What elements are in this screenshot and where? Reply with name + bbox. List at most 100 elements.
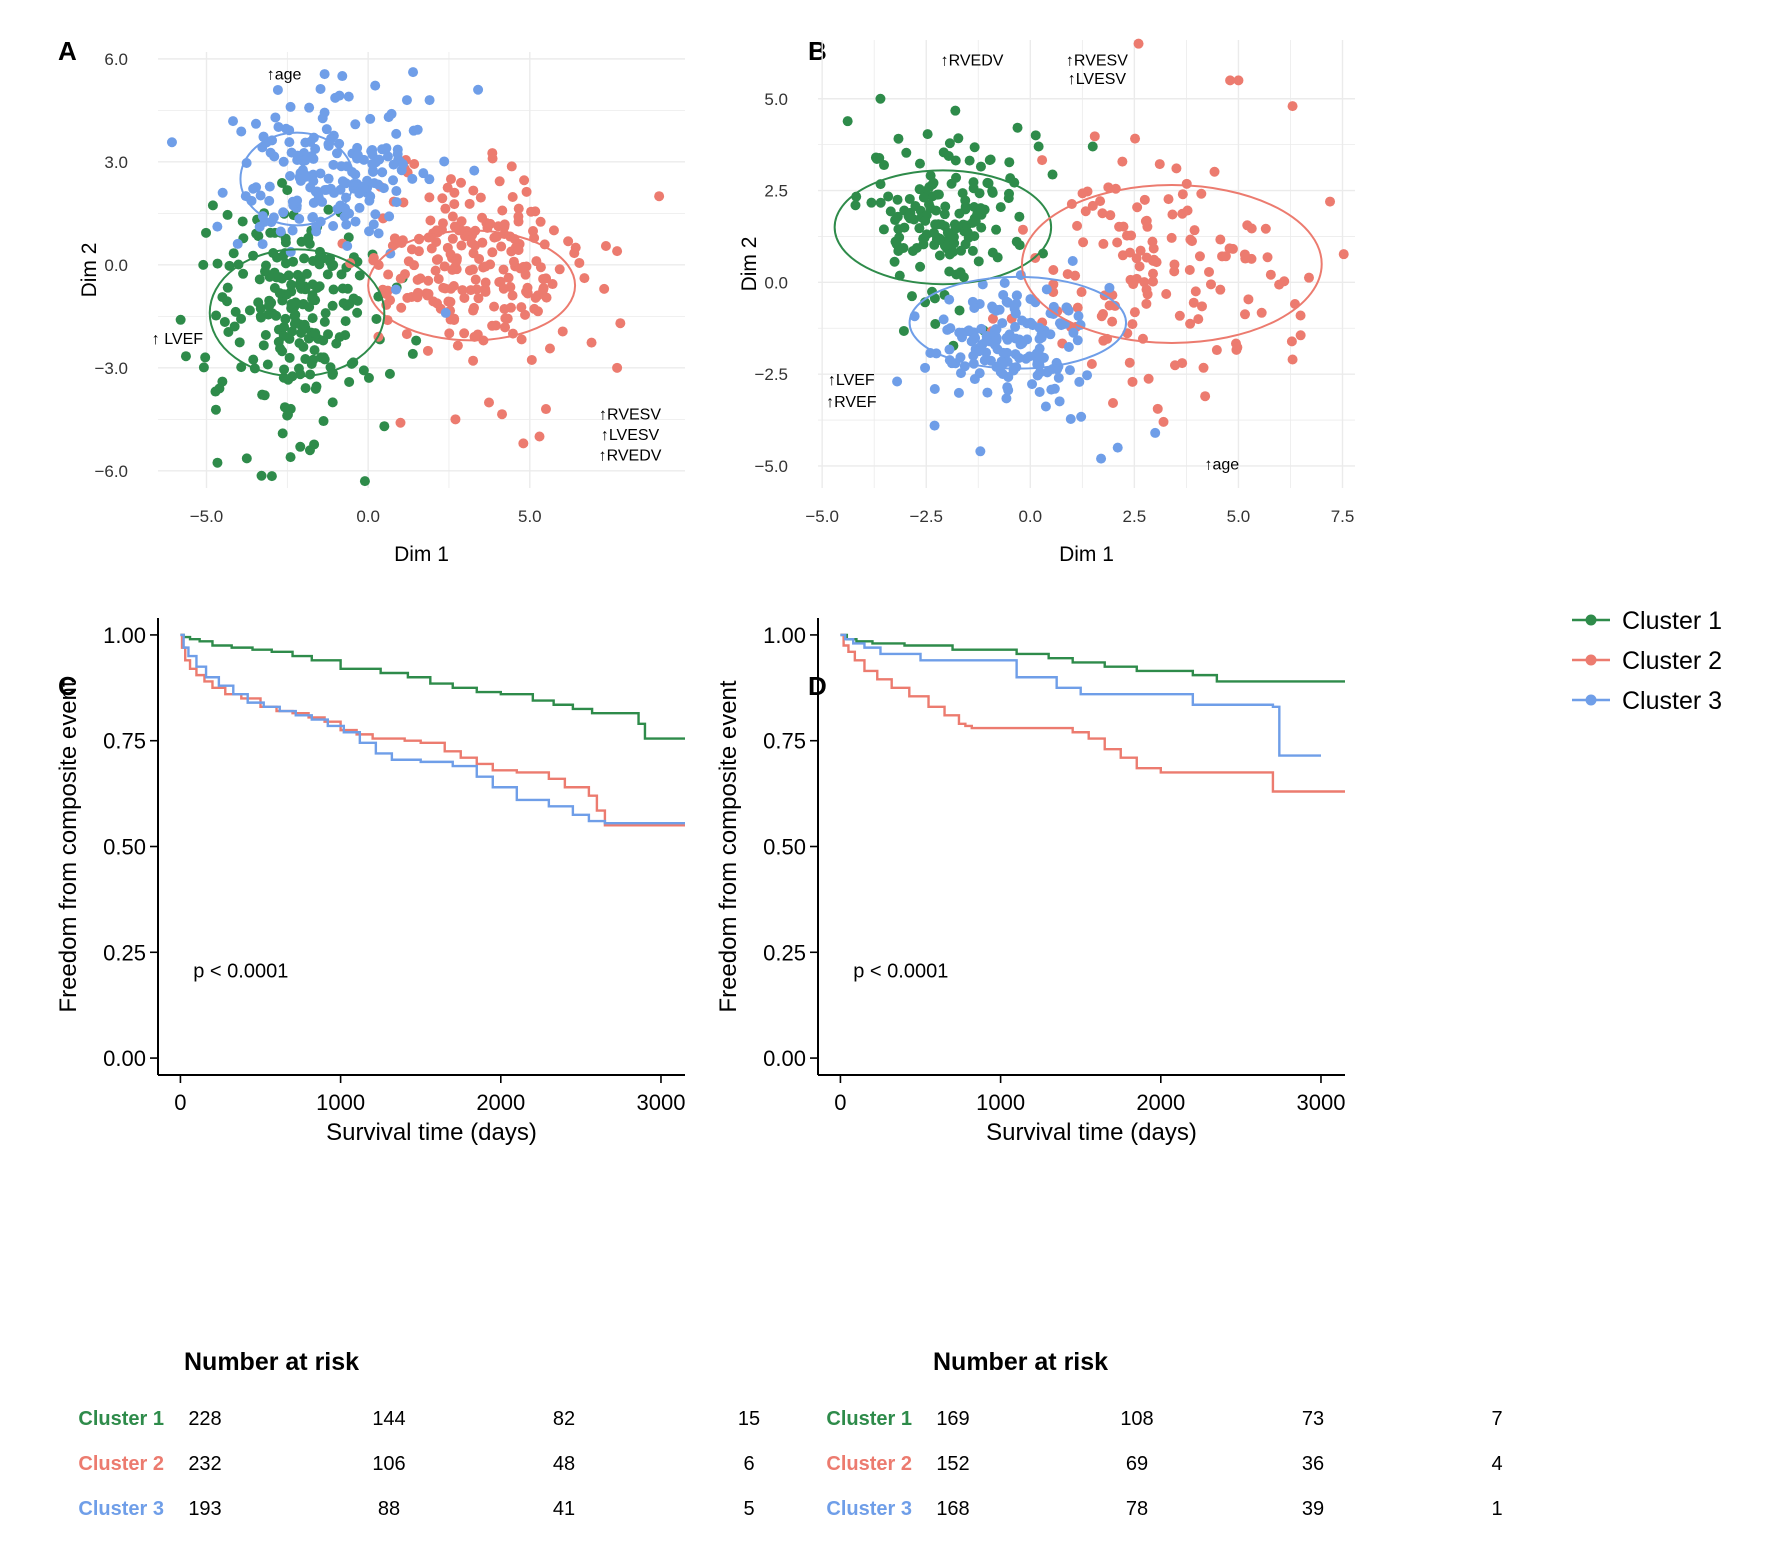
data-point [1053, 372, 1064, 383]
data-point [975, 203, 986, 214]
data-point [445, 174, 456, 185]
data-point [991, 224, 1002, 235]
data-point [1034, 386, 1045, 397]
data-point [238, 268, 249, 279]
data-point [1242, 220, 1253, 231]
data-point [995, 202, 1006, 213]
data-point [401, 95, 412, 106]
scatter-panel-a: −5.0 0.0 5.0 −6.0 −3.0 0.0 3.0 6.0 Dim 1 Dim 2 ↑ag… [78, 50, 685, 566]
risk-cell: 232 [188, 1453, 221, 1475]
data-point [439, 261, 450, 272]
data-point [390, 284, 401, 295]
data-point [388, 159, 399, 170]
data-point [260, 266, 271, 277]
data-point [459, 328, 470, 339]
data-point [381, 289, 392, 300]
data-point [548, 225, 559, 236]
data-point [262, 359, 273, 370]
data-point [260, 330, 271, 341]
data-point [352, 307, 363, 318]
data-point [270, 112, 281, 123]
data-point [354, 202, 365, 213]
y-axis-title: Dim 2 [738, 237, 761, 292]
data-point [956, 329, 967, 340]
risk-cell: 1 [1491, 1498, 1502, 1520]
data-point [1047, 169, 1058, 180]
data-point [1010, 321, 1021, 332]
data-point [496, 241, 507, 252]
data-point [237, 216, 248, 227]
data-point [341, 300, 352, 311]
data-point [1061, 302, 1072, 313]
data-point [928, 177, 939, 188]
x-axis-title: Survival time (days) [986, 1119, 1197, 1146]
data-point [599, 283, 610, 294]
data-point [554, 264, 565, 275]
data-point [1104, 300, 1115, 311]
data-point [954, 305, 965, 316]
data-point [1141, 284, 1152, 295]
data-point [384, 211, 395, 222]
data-point [310, 328, 321, 339]
risk-cell: 69 [1126, 1453, 1148, 1475]
risk-table-title: Number at risk [184, 1348, 359, 1376]
legend-item-cluster-2: Cluster 2 [1572, 647, 1722, 675]
data-point [932, 189, 943, 200]
data-point [250, 118, 261, 129]
data-point [212, 221, 223, 232]
variable-annotation: ↑RVEDV [941, 53, 1004, 70]
data-point [1037, 155, 1048, 166]
data-point [519, 175, 530, 186]
data-point [1076, 287, 1087, 298]
data-point [373, 179, 384, 190]
data-point [426, 243, 437, 254]
data-point [295, 441, 306, 452]
data-point [1004, 157, 1015, 168]
data-point [499, 219, 510, 230]
data-point [890, 236, 901, 247]
data-point [1190, 286, 1201, 297]
y-tick-label: 0.25 [763, 940, 806, 965]
data-point [1194, 251, 1205, 262]
data-point [1256, 307, 1267, 318]
y-tick-label: −2.5 [754, 365, 788, 384]
data-point [487, 320, 498, 331]
data-point [366, 146, 377, 157]
data-point [1003, 193, 1014, 204]
data-point [308, 354, 319, 365]
data-point [340, 316, 351, 327]
variable-annotation: ↑LVESV [1068, 71, 1127, 88]
data-point [1068, 327, 1079, 338]
p-value-annotation: p < 0.0001 [193, 961, 288, 983]
x-tick-label: 0.0 [356, 507, 380, 526]
data-point [364, 195, 375, 206]
data-point [1295, 310, 1306, 321]
data-point [946, 178, 957, 189]
variable-annotation: ↑RVEDV [599, 448, 662, 465]
data-point [1154, 159, 1165, 170]
data-point [322, 269, 333, 280]
data-point [914, 223, 925, 234]
data-point [1086, 359, 1097, 370]
y-axis-title: Freedom from composite event [715, 680, 742, 1012]
data-point [409, 260, 420, 271]
data-point [1133, 38, 1144, 49]
data-point [1239, 249, 1250, 260]
data-point [1303, 272, 1314, 283]
data-point [1130, 133, 1141, 144]
x-axis-title: Dim 1 [394, 543, 449, 566]
data-point [1112, 237, 1123, 248]
x-tick-label: 7.5 [1331, 507, 1355, 526]
data-point [885, 206, 896, 217]
data-point [1232, 342, 1243, 353]
x-tick-label: 2.5 [1123, 507, 1147, 526]
data-point [241, 453, 252, 464]
data-point [285, 170, 296, 181]
variable-annotation: ↑RVESV [1066, 53, 1128, 70]
data-point [1188, 297, 1199, 308]
data-point [893, 245, 904, 256]
x-tick-label: 1000 [976, 1090, 1025, 1115]
data-point [407, 173, 418, 184]
data-point [600, 241, 611, 252]
y-tick-label: 0.00 [763, 1046, 806, 1071]
